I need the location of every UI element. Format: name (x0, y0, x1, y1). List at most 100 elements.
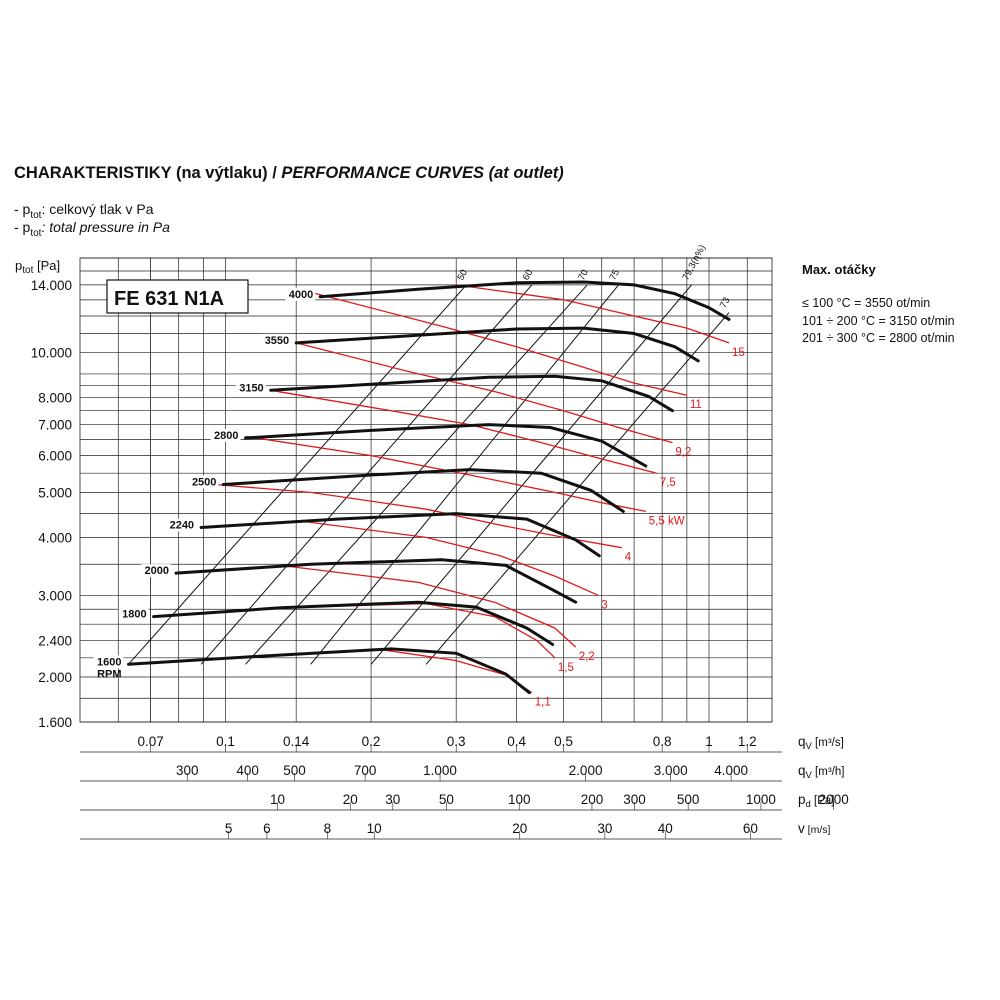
speed-label-bg (235, 381, 266, 395)
heading-main: CHARAKTERISTIKY (na výtlaku) / (14, 164, 282, 182)
x-tick-label: 10 (367, 821, 382, 836)
x-tick-label: 300 (623, 792, 646, 807)
x-tick-label: 50 (439, 792, 454, 807)
speed-label: 1600 (97, 656, 121, 668)
y-tick-label: 2.400 (38, 633, 72, 648)
x-tick-label: 100 (508, 792, 531, 807)
chart-title-box: FE 631 N1A (106, 279, 249, 314)
x-axis-label-m3s: qV [m³/s] (798, 734, 844, 752)
speed-label: 3150 (239, 382, 263, 394)
x-tick-label: 0.5 (554, 734, 573, 749)
speed-label: 4000 (289, 289, 313, 301)
x-tick-label: 700 (354, 763, 377, 778)
x-tick-label: 500 (677, 792, 700, 807)
power-curve (376, 648, 533, 694)
x-tick-label: 5 (225, 821, 233, 836)
speed-label: 2800 (214, 430, 238, 442)
x-tick-label: 8 (324, 821, 332, 836)
legend-1-sub: tot (30, 209, 42, 221)
x-tick-label: 1.000 (423, 763, 457, 778)
power-label: 7,5 (660, 477, 676, 489)
legend-line-2: - ptot: total pressure in Pa (14, 219, 170, 239)
x-tick-label: 1 (705, 734, 713, 749)
x-tick-label: 40 (658, 821, 673, 836)
speed-curve (318, 280, 731, 321)
power-curves-layer: 1,1 1,5 2,2 3 4 5,5 kW 7,5 9,2 11 15 (214, 284, 745, 709)
y-tick-label: 7.000 (38, 418, 72, 433)
heading-italic: PERFORMANCE CURVES (at outlet) (281, 164, 564, 182)
speed-curve (174, 558, 578, 604)
x-tick-label: 1.2 (738, 734, 757, 749)
x-tick-label: 30 (385, 792, 400, 807)
y-tick-label: 3.000 (38, 588, 72, 603)
speed-curve (152, 600, 555, 646)
power-curve (296, 342, 673, 444)
speed-curve (199, 512, 601, 558)
efficiency-label: 79,3(η%) (680, 243, 708, 282)
max-rpm-item-2: 101 ÷ 200 °C = 3150 ot/min (802, 314, 955, 328)
x-tick-label: 60 (743, 821, 758, 836)
x-tick-label: 300 (176, 763, 199, 778)
x-tick-label: 4.000 (714, 763, 748, 778)
efficiency-line (245, 284, 588, 665)
x-tick-label: 0.3 (447, 734, 466, 749)
power-label: 1,5 (558, 662, 574, 674)
power-label: 3 (601, 599, 607, 611)
legend-line-1: - ptot: celkový tlak v Pa (14, 201, 154, 221)
efficiency-label: 73 (718, 296, 733, 311)
x-tick-label: 0.8 (653, 734, 672, 749)
power-curve (296, 519, 599, 596)
power-label: 2,2 (579, 651, 595, 663)
speed-label-bg (188, 475, 219, 489)
y-tick-label: 5.000 (38, 485, 72, 500)
power-curve (270, 389, 657, 474)
x-tick-label: 20 (512, 821, 527, 836)
x-axis-label-v: v [m/s] (798, 821, 830, 836)
x-tick-label: 1000 (746, 792, 776, 807)
x-tick-label: 0.1 (216, 734, 235, 749)
speed-unit-label: RPM (97, 668, 121, 680)
efficiency-label: 50 (455, 268, 470, 283)
max-rpm-item-1: ≤ 100 °C = 3550 ot/min (802, 296, 931, 310)
y-tick-label: 1.600 (38, 715, 72, 730)
legend-2-text: : total pressure in Pa (41, 219, 170, 235)
legend-1-prefix: - p (14, 201, 31, 217)
speed-label-bg (141, 564, 172, 578)
speed-label-bg (210, 428, 241, 442)
speed-curve (221, 468, 625, 513)
y-axis-label: ptot [Pa] (15, 258, 60, 276)
x-tick-label: 2000 (819, 792, 849, 807)
speed-curve (244, 423, 648, 468)
speed-label: 2000 (145, 565, 169, 577)
speed-curve (127, 647, 531, 695)
power-label: 9,2 (675, 447, 691, 459)
power-label: 5,5 kW (649, 515, 685, 527)
efficiency-label: 75 (607, 268, 622, 283)
x-tick-label: 20 (343, 792, 358, 807)
x-tick-label: 6 (263, 821, 271, 836)
max-rpm-item-3: 201 ÷ 300 °C = 2800 ot/min (802, 331, 955, 345)
x-tick-label: 30 (597, 821, 612, 836)
y-tick-label: 14.000 (31, 278, 72, 293)
efficiency-line (128, 284, 467, 665)
power-curve (456, 284, 730, 344)
x-tick-label: 2.000 (569, 763, 603, 778)
chart-title: FE 631 N1A (114, 288, 224, 310)
power-label: 11 (690, 399, 702, 411)
y-tick-label: 4.000 (38, 530, 72, 545)
y-tick-label: 10.000 (31, 346, 72, 361)
speed-label-bg (118, 607, 149, 621)
x-tick-label: 3.000 (654, 763, 688, 778)
speed-label: 3550 (265, 335, 289, 347)
efficiency-line (370, 284, 692, 665)
y-tick-label: 2.000 (38, 670, 72, 685)
speed-label: 2500 (192, 476, 216, 488)
power-curve (310, 291, 688, 396)
x-tick-label: 200 (581, 792, 604, 807)
speed-curve (269, 374, 674, 413)
speed-label: 1800 (122, 609, 146, 621)
power-label: 4 (625, 552, 632, 564)
y-tick-label: 8.000 (38, 391, 72, 406)
